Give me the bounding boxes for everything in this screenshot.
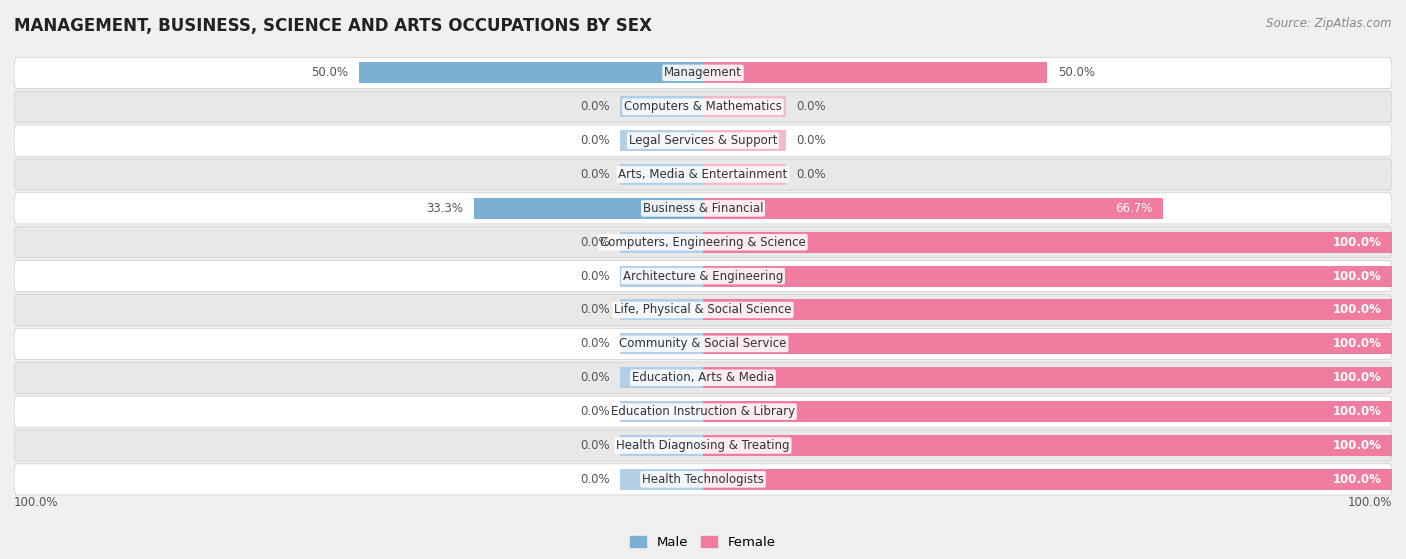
FancyBboxPatch shape: [14, 193, 1392, 224]
Text: Education Instruction & Library: Education Instruction & Library: [612, 405, 794, 418]
Text: 100.0%: 100.0%: [1333, 405, 1382, 418]
Text: 100.0%: 100.0%: [14, 496, 59, 509]
Text: Architecture & Engineering: Architecture & Engineering: [623, 269, 783, 283]
FancyBboxPatch shape: [14, 226, 1392, 258]
Bar: [620, 333, 703, 354]
Text: Source: ZipAtlas.com: Source: ZipAtlas.com: [1267, 17, 1392, 30]
Bar: [703, 367, 1392, 389]
Text: 100.0%: 100.0%: [1347, 496, 1392, 509]
FancyBboxPatch shape: [14, 328, 1392, 359]
Text: 0.0%: 0.0%: [796, 100, 825, 113]
Text: 0.0%: 0.0%: [581, 439, 610, 452]
FancyBboxPatch shape: [14, 159, 1392, 190]
Text: 0.0%: 0.0%: [581, 100, 610, 113]
Bar: [703, 266, 1392, 287]
Text: 0.0%: 0.0%: [581, 338, 610, 350]
Text: 0.0%: 0.0%: [581, 371, 610, 384]
Text: 0.0%: 0.0%: [581, 168, 610, 181]
Text: MANAGEMENT, BUSINESS, SCIENCE AND ARTS OCCUPATIONS BY SEX: MANAGEMENT, BUSINESS, SCIENCE AND ARTS O…: [14, 17, 652, 35]
Text: Education, Arts & Media: Education, Arts & Media: [631, 371, 775, 384]
Text: Health Diagnosing & Treating: Health Diagnosing & Treating: [616, 439, 790, 452]
Bar: [620, 401, 703, 422]
FancyBboxPatch shape: [14, 91, 1392, 122]
FancyBboxPatch shape: [14, 464, 1392, 495]
Text: 0.0%: 0.0%: [581, 236, 610, 249]
FancyBboxPatch shape: [14, 125, 1392, 156]
Text: 100.0%: 100.0%: [1333, 439, 1382, 452]
Bar: [620, 96, 703, 117]
Text: 100.0%: 100.0%: [1333, 304, 1382, 316]
Bar: [620, 435, 703, 456]
Text: Legal Services & Support: Legal Services & Support: [628, 134, 778, 147]
Bar: [703, 401, 1392, 422]
Text: 100.0%: 100.0%: [1333, 338, 1382, 350]
Text: 0.0%: 0.0%: [796, 168, 825, 181]
Text: 100.0%: 100.0%: [1333, 236, 1382, 249]
FancyBboxPatch shape: [14, 260, 1392, 292]
Bar: [703, 96, 786, 117]
Bar: [703, 469, 1392, 490]
Bar: [703, 198, 1163, 219]
Legend: Male, Female: Male, Female: [626, 531, 780, 555]
Bar: [620, 367, 703, 389]
Text: 100.0%: 100.0%: [1333, 473, 1382, 486]
Bar: [703, 130, 786, 151]
FancyBboxPatch shape: [14, 362, 1392, 394]
Bar: [703, 300, 1392, 320]
Text: 33.3%: 33.3%: [426, 202, 463, 215]
Text: Computers & Mathematics: Computers & Mathematics: [624, 100, 782, 113]
FancyBboxPatch shape: [14, 295, 1392, 325]
Text: 100.0%: 100.0%: [1333, 269, 1382, 283]
Bar: [620, 232, 703, 253]
FancyBboxPatch shape: [14, 396, 1392, 427]
Text: 0.0%: 0.0%: [581, 269, 610, 283]
Text: 0.0%: 0.0%: [581, 405, 610, 418]
FancyBboxPatch shape: [14, 430, 1392, 461]
Bar: [620, 266, 703, 287]
Text: 66.7%: 66.7%: [1115, 202, 1152, 215]
Text: Life, Physical & Social Science: Life, Physical & Social Science: [614, 304, 792, 316]
Text: 0.0%: 0.0%: [581, 473, 610, 486]
Text: 0.0%: 0.0%: [581, 304, 610, 316]
Text: Community & Social Service: Community & Social Service: [619, 338, 787, 350]
Text: 0.0%: 0.0%: [796, 134, 825, 147]
Bar: [359, 63, 703, 83]
Bar: [474, 198, 703, 219]
Text: 50.0%: 50.0%: [1057, 67, 1095, 79]
Bar: [620, 469, 703, 490]
Text: Computers, Engineering & Science: Computers, Engineering & Science: [600, 236, 806, 249]
Bar: [703, 164, 786, 185]
Bar: [703, 333, 1392, 354]
Bar: [620, 130, 703, 151]
Text: Arts, Media & Entertainment: Arts, Media & Entertainment: [619, 168, 787, 181]
Bar: [620, 164, 703, 185]
Text: Health Technologists: Health Technologists: [643, 473, 763, 486]
Text: 50.0%: 50.0%: [311, 67, 349, 79]
Bar: [620, 300, 703, 320]
Text: 0.0%: 0.0%: [581, 134, 610, 147]
Text: 100.0%: 100.0%: [1333, 371, 1382, 384]
Text: Business & Financial: Business & Financial: [643, 202, 763, 215]
Bar: [703, 435, 1392, 456]
FancyBboxPatch shape: [14, 57, 1392, 88]
Bar: [703, 232, 1392, 253]
Text: Management: Management: [664, 67, 742, 79]
Bar: [703, 63, 1047, 83]
